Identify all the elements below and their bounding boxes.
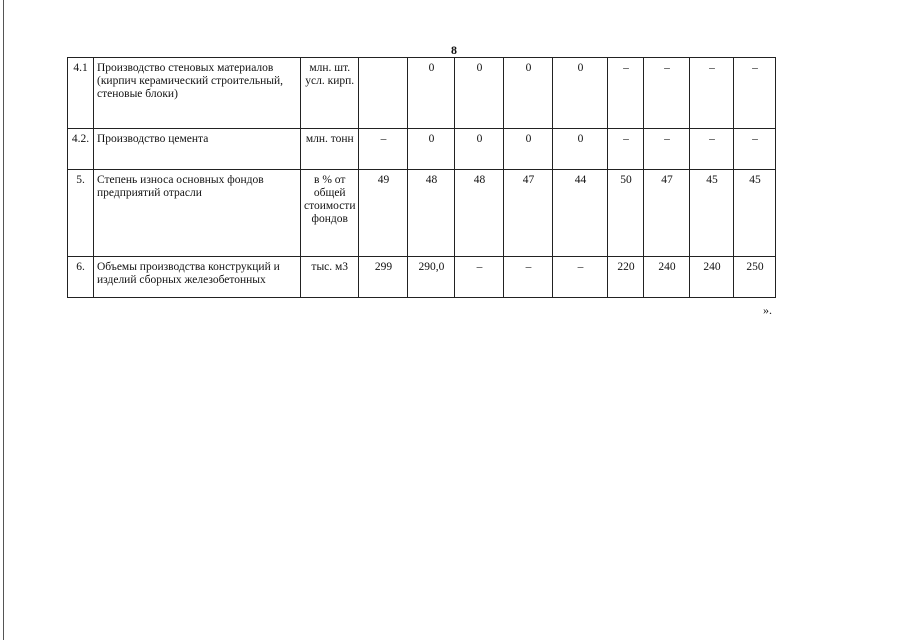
table-row: 4.2. Производство цемента млн. тонн –0 0 0 0– –… — [67, 128, 777, 170]
value-cell: 45 — [689, 169, 735, 257]
value-cell: 0 — [407, 57, 456, 129]
value-cell: 47 — [643, 169, 691, 257]
value-cell: – — [503, 256, 554, 298]
value-cell: – — [643, 57, 691, 129]
value-cell: 240 — [689, 256, 735, 298]
value-cell: – — [689, 128, 735, 170]
unit-cell: млн. шт. усл. кирп. — [299, 57, 360, 129]
value-cell: 240 — [643, 256, 691, 298]
row-number: 5. — [67, 169, 94, 257]
value-cell: 250 — [733, 256, 777, 298]
value-cell: 49 — [358, 169, 409, 257]
value-cell: 0 — [407, 128, 456, 170]
table-row: 6. Объемы производства конструкций и изде… — [67, 256, 777, 298]
table-row: 4.1 Производство стеновых материалов (кир… — [67, 57, 777, 129]
value-cell: 0 — [454, 128, 505, 170]
value-cell: 45 — [733, 169, 777, 257]
value-cell: 0 — [552, 57, 609, 129]
value-cell: – — [607, 128, 645, 170]
row-number: 6. — [67, 256, 94, 298]
value-cell: 48 — [407, 169, 456, 257]
unit-cell: млн. тонн — [299, 128, 360, 170]
value-cell: 299 — [358, 256, 409, 298]
value-cell: 0 — [503, 128, 554, 170]
value-cell: 0 — [552, 128, 609, 170]
value-cell: 290,0 — [407, 256, 456, 298]
indicator-name: Производство цемента — [93, 128, 301, 170]
value-cell — [358, 57, 409, 129]
indicator-name: Производство стеновых материалов (кирпич… — [93, 57, 301, 129]
closing-quote: ». — [763, 303, 772, 317]
row-number: 4.2. — [67, 128, 94, 170]
value-cell: – — [689, 57, 735, 129]
indicators-table: 4.1 Производство стеновых материалов (кир… — [67, 57, 777, 298]
indicator-name: Степень износа основных фондов предприят… — [93, 169, 301, 257]
value-cell: 0 — [454, 57, 505, 129]
value-cell: 48 — [454, 169, 505, 257]
unit-cell: в % от общей стоимости фондов — [299, 169, 360, 257]
value-cell: 44 — [552, 169, 609, 257]
value-cell: 50 — [607, 169, 645, 257]
table-row: 5. Степень износа основных фондов предпри… — [67, 169, 777, 257]
value-cell: – — [358, 128, 409, 170]
page-edge-line — [3, 0, 4, 640]
value-cell: – — [552, 256, 609, 298]
value-cell: 0 — [503, 57, 554, 129]
value-cell: 220 — [607, 256, 645, 298]
value-cell: – — [733, 128, 777, 170]
value-cell: – — [643, 128, 691, 170]
row-number: 4.1 — [67, 57, 94, 129]
value-cell: – — [607, 57, 645, 129]
page-number: 8 — [451, 43, 457, 57]
unit-cell: тыс. м3 — [299, 256, 360, 298]
indicator-name: Объемы производства конструкций и издели… — [93, 256, 301, 298]
value-cell: – — [454, 256, 505, 298]
value-cell: 47 — [503, 169, 554, 257]
value-cell: – — [733, 57, 777, 129]
